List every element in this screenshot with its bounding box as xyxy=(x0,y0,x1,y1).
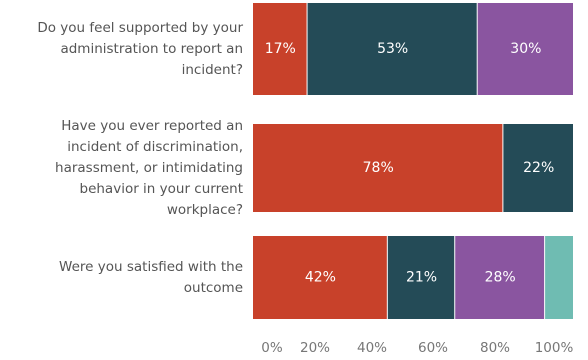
data-label: 42% xyxy=(305,270,336,286)
question-label: administration to report an xyxy=(60,41,243,57)
question-label: Do you feel supported by your xyxy=(37,20,243,36)
bar-segment xyxy=(387,236,455,319)
bar-segment xyxy=(307,3,477,95)
bar-segment xyxy=(253,236,387,319)
question-label: outcome xyxy=(184,280,243,296)
question-label: incident of discrimination, xyxy=(67,139,243,155)
data-label: 17% xyxy=(265,41,296,57)
data-label: 21% xyxy=(406,270,437,286)
x-tick-label: 40% xyxy=(357,340,387,356)
data-label: 30% xyxy=(510,41,541,57)
bar-segment xyxy=(545,236,573,319)
x-axis: 0% 20% 40% 60% 80% 100% xyxy=(261,340,573,356)
question-label: workplace? xyxy=(167,202,243,218)
question-labels: Do you feel supported by your administrat… xyxy=(37,20,243,296)
bars-layer: 17% 53% 30% 78% 22% 42% 21% 28% xyxy=(253,3,573,319)
question-label: behavior in your current xyxy=(80,181,244,197)
bar-segment xyxy=(455,236,545,319)
x-tick-label: 100% xyxy=(535,340,574,356)
x-tick-label: 60% xyxy=(418,340,448,356)
x-tick-label: 80% xyxy=(480,340,510,356)
data-label: 22% xyxy=(523,160,554,176)
data-label: 78% xyxy=(363,160,394,176)
data-label: 53% xyxy=(377,41,408,57)
bar-segment xyxy=(477,3,573,95)
bar-segment xyxy=(503,124,573,212)
x-tick-label: 20% xyxy=(300,340,330,356)
question-label: incident? xyxy=(182,62,243,78)
question-label: Have you ever reported an xyxy=(61,118,243,134)
bar-segment xyxy=(253,3,307,95)
question-label: harassment, or intimidating xyxy=(55,160,243,176)
data-label: 28% xyxy=(485,270,516,286)
x-tick-label: 0% xyxy=(261,340,283,356)
bar-segment xyxy=(253,124,503,212)
question-label: Were you satisfied with the xyxy=(59,259,243,275)
